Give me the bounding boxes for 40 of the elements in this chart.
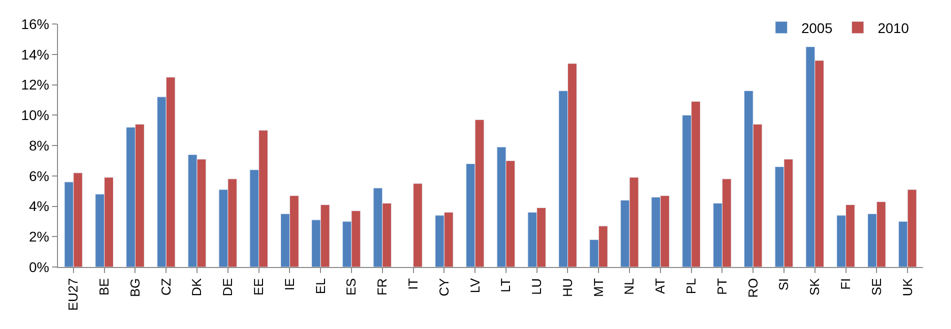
x-tick-label: LT [498,278,514,292]
y-tick-label: 6% [28,168,50,184]
x-tick-label: IE [282,278,297,290]
x-tick-label: FR [374,278,390,296]
y-tick-label: 8% [28,137,50,154]
y-tick-label: 0% [28,258,50,275]
x-tick-label: PL [684,278,699,294]
x-tick-label: MT [590,278,606,297]
x-tick-label: ES [344,278,359,296]
x-tick-label: BE [96,278,112,296]
legend-label: 2010 [878,20,910,36]
bar [413,183,422,267]
y-tick-label: 4% [28,198,50,214]
x-tick-label: IT [405,278,420,290]
x-tick-label: LV [467,278,482,294]
x-tick-label: HU [560,278,575,297]
x-tick-label: UK [900,278,915,296]
y-tick-label: 16% [21,16,50,32]
x-tick-label: BG [127,278,142,297]
legend-label: 2005 [801,20,833,36]
x-tick-label: CY [436,278,452,296]
y-tick-label: 2% [28,228,50,245]
x-tick-label: SK [807,278,822,296]
x-tick-label: NL [622,278,637,295]
y-tick-label: 14% [21,46,50,62]
x-tick-label: EL [312,278,328,294]
x-tick-label: EE [251,278,266,296]
y-tick-label: 10% [21,107,50,124]
x-tick-label: EU27 [66,278,81,311]
x-tick-label: PT [714,278,730,295]
x-tick-label: CZ [158,278,174,296]
x-tick-label: FI [838,278,853,290]
x-tick-label: LU [529,278,544,295]
x-tick-label: SE [868,278,884,296]
x-tick-label: SI [776,278,792,290]
x-tick-label: DK [189,278,204,296]
y-tick-label: 12% [21,76,50,93]
x-tick-label: AT [652,278,668,294]
x-tick-label: DE [220,278,236,296]
x-tick-label: RO [745,278,760,298]
